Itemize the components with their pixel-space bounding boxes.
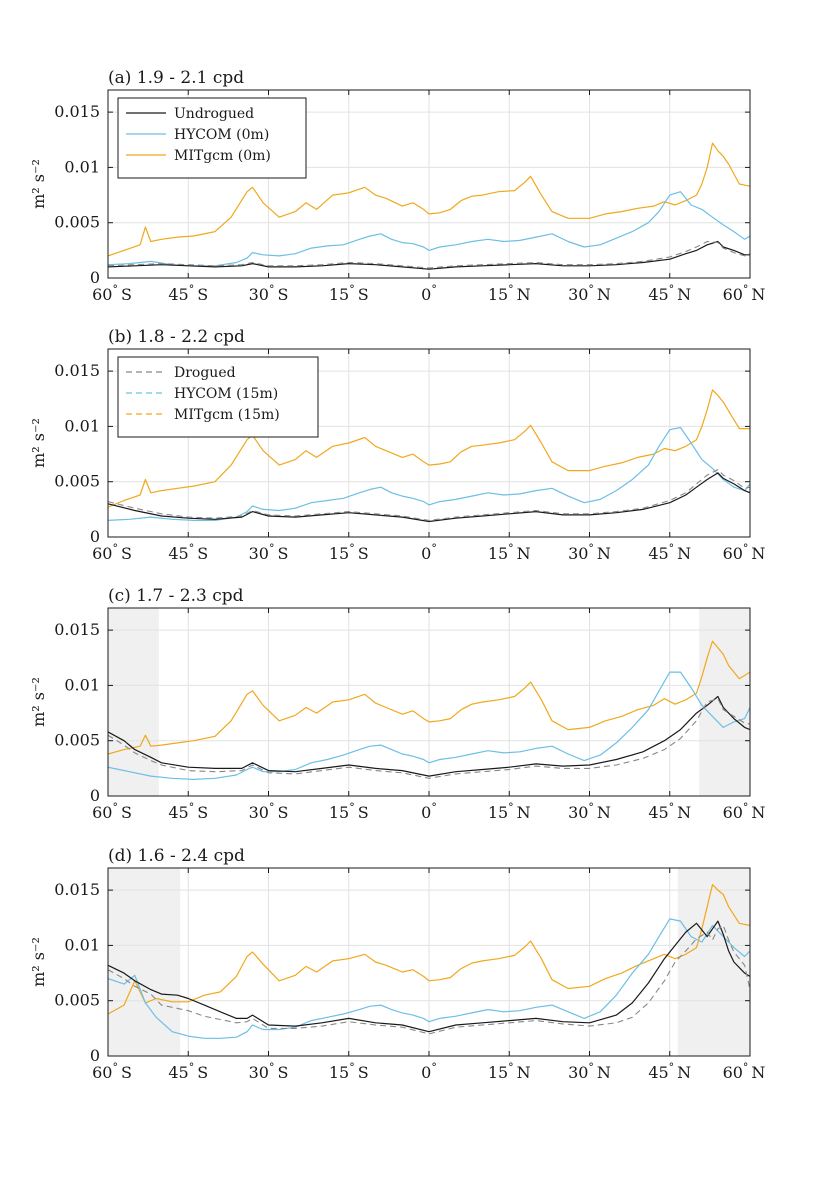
x-tick-label: 60° S <box>92 1061 132 1082</box>
legend-box <box>117 97 307 179</box>
x-tick-label: 15° S <box>329 801 369 822</box>
legend-label: MITgcm (15m) <box>174 407 280 423</box>
y-tick-label: 0.005 <box>54 472 100 491</box>
shaded-region <box>108 608 159 796</box>
x-tick-label: 30° N <box>568 801 611 822</box>
y-axis-label: m² s⁻² <box>29 937 48 987</box>
y-tick-label: 0.01 <box>64 935 100 954</box>
x-tick-label: 0° <box>421 283 437 304</box>
series-line-mitgcm-15m <box>108 389 750 508</box>
legend-label: HYCOM (15m) <box>174 386 278 402</box>
x-tick-label: 0° <box>421 542 437 563</box>
y-tick-label: 0.005 <box>54 991 100 1010</box>
y-tick-label: 0.005 <box>54 213 100 232</box>
panel-b: 0 0.005 0.01 0.015 60° S 45° S 30° S 15° S 0° 15° N 30°… <box>29 327 765 563</box>
shaded-region <box>677 868 750 1056</box>
shaded-region <box>699 608 750 796</box>
panel-a: 0 0.005 0.01 0.015 60° S 45° S 30° S 15° S 0° 15° N 30°… <box>29 68 765 304</box>
series-line-undrogued <box>108 920 750 1033</box>
x-tick-label: 45° S <box>168 542 208 563</box>
legend-label: Drogued <box>174 365 236 381</box>
panel-title: (d) 1.6 - 2.4 cpd <box>108 846 245 866</box>
panel-d: 0 0.005 0.01 0.015 60° S 45° S 30° S 15° S 0° 15° N 30°… <box>29 846 765 1082</box>
series-group <box>108 142 750 270</box>
series-line-mitgcm <box>108 640 750 755</box>
x-tick-label: 45° S <box>168 1061 208 1082</box>
series-line-drogued <box>108 240 750 269</box>
series-line-mitgcm <box>108 883 750 1015</box>
y-tick-label: 0 <box>90 268 100 287</box>
y-tick-label: 0 <box>90 527 100 546</box>
legend-box <box>117 356 319 438</box>
series-line-undrogued <box>108 240 750 270</box>
y-tick-label: 0.01 <box>64 675 100 694</box>
series-line-hycom <box>108 918 750 1039</box>
series-line-hycom-0m <box>108 191 750 267</box>
x-tick-label: 30° S <box>249 1061 289 1082</box>
x-tick-label: 15° N <box>488 801 531 822</box>
x-tick-label: 15° S <box>329 1061 369 1082</box>
x-tick-label: 30° N <box>568 1061 611 1082</box>
series-line-drogued <box>108 924 750 1035</box>
x-tick-label: 60° S <box>92 801 132 822</box>
legend-label: MITgcm (0m) <box>174 148 271 164</box>
x-tick-label: 15° S <box>329 283 369 304</box>
series-line-hycom <box>108 671 750 781</box>
x-tick-label: 15° N <box>488 542 531 563</box>
x-tick-label: 30° S <box>249 542 289 563</box>
legend: Undrogued HYCOM (0m) MITgcm (0m) <box>117 97 307 179</box>
x-tick-label: 15° N <box>488 283 531 304</box>
x-tick-label: 45° N <box>648 801 691 822</box>
x-tick-label: 60° S <box>92 542 132 563</box>
x-tick-label: 0° <box>421 801 437 822</box>
legend-label: HYCOM (0m) <box>174 127 269 143</box>
x-tick-label: 45° N <box>648 283 691 304</box>
x-tick-label: 45° N <box>648 1061 691 1082</box>
y-tick-label: 0.015 <box>54 102 100 121</box>
x-tick-label: 45° S <box>168 283 208 304</box>
y-tick-label: 0.015 <box>54 880 100 899</box>
panel-c: 0 0.005 0.01 0.015 60° S 45° S 30° S 15° S 0° 15° N 30°… <box>29 586 765 822</box>
legend: Drogued HYCOM (15m) MITgcm (15m) <box>117 356 319 438</box>
y-axis-label: m² s⁻² <box>29 418 48 468</box>
panel-title: (b) 1.8 - 2.2 cpd <box>108 327 245 347</box>
x-tick-label: 15° N <box>488 1061 531 1082</box>
y-tick-label: 0.005 <box>54 731 100 750</box>
x-tick-label: 60° N <box>723 283 766 304</box>
shaded-region <box>108 868 181 1056</box>
series-group <box>108 883 750 1039</box>
x-tick-label: 30° N <box>568 542 611 563</box>
y-axis-label: m² s⁻² <box>29 159 48 209</box>
x-tick-label: 0° <box>421 1061 437 1082</box>
x-tick-label: 30° N <box>568 283 611 304</box>
panel-title: (c) 1.7 - 2.3 cpd <box>108 586 244 606</box>
panel-title: (a) 1.9 - 2.1 cpd <box>108 68 244 88</box>
series-line-drogued <box>108 468 750 521</box>
y-tick-label: 0.015 <box>54 361 100 380</box>
y-tick-label: 0.015 <box>54 620 100 639</box>
series-line-mitgcm-0m <box>108 142 750 257</box>
x-tick-label: 60° N <box>723 801 766 822</box>
series-group <box>108 640 750 781</box>
y-tick-label: 0 <box>90 1046 100 1065</box>
series-line-drogued <box>108 698 750 779</box>
series-line-undrogued <box>108 472 750 523</box>
legend-label: Undrogued <box>174 106 254 122</box>
y-tick-label: 0.01 <box>64 416 100 435</box>
x-tick-label: 60° N <box>723 1061 766 1082</box>
series-group <box>108 389 750 523</box>
x-tick-label: 30° S <box>249 283 289 304</box>
x-tick-label: 60° S <box>92 283 132 304</box>
series-line-hycom-15m <box>108 426 750 522</box>
y-axis-label: m² s⁻² <box>29 677 48 727</box>
x-tick-label: 15° S <box>329 542 369 563</box>
x-tick-label: 30° S <box>249 801 289 822</box>
x-tick-label: 45° S <box>168 801 208 822</box>
x-tick-label: 60° N <box>723 542 766 563</box>
y-tick-label: 0.01 <box>64 157 100 176</box>
y-tick-label: 0 <box>90 786 100 805</box>
x-tick-label: 45° N <box>648 542 691 563</box>
